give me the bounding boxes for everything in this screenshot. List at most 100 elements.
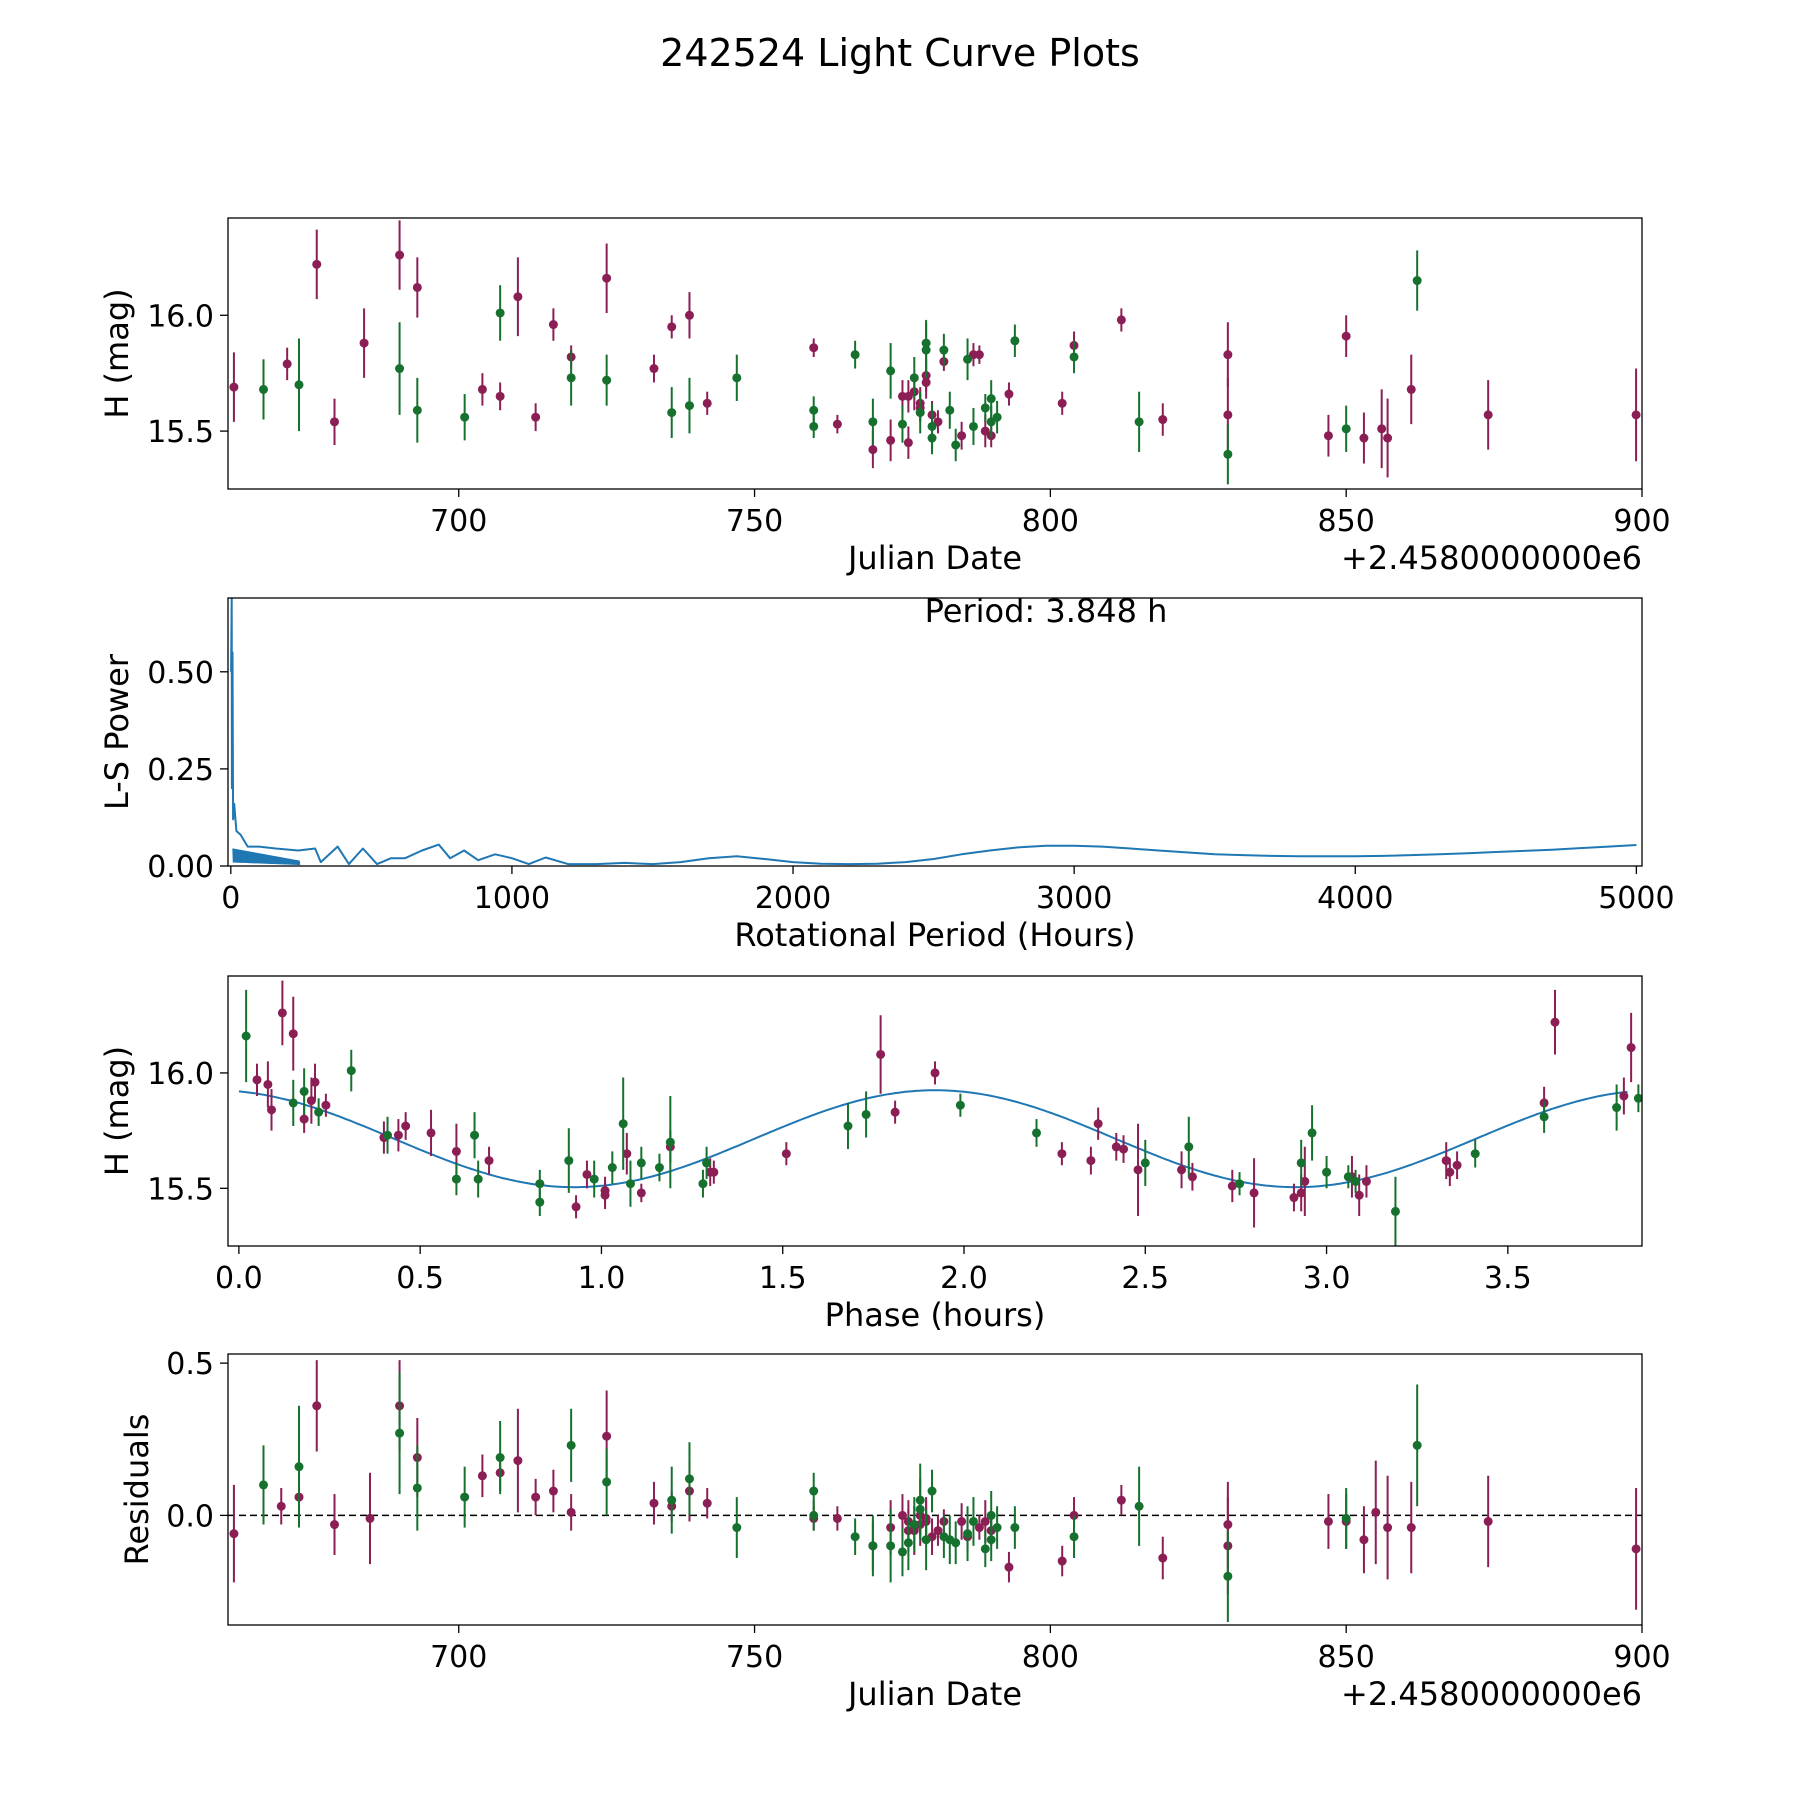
data-point <box>951 440 961 450</box>
x-tick-label: 3000 <box>1036 881 1112 916</box>
data-point <box>412 1483 422 1493</box>
data-point <box>535 1179 545 1189</box>
data-point <box>709 1167 719 1177</box>
data-point <box>395 364 405 374</box>
data-point <box>1177 1165 1187 1175</box>
data-point <box>702 398 712 408</box>
data-point <box>1134 417 1144 427</box>
data-point <box>1631 410 1641 420</box>
data-point <box>890 1107 900 1117</box>
data-point <box>832 1513 842 1523</box>
data-point <box>927 1486 937 1496</box>
data-point <box>897 419 907 429</box>
data-point <box>1119 1144 1129 1154</box>
data-point <box>258 384 268 394</box>
data-point <box>1004 389 1014 399</box>
data-point <box>535 1197 545 1207</box>
y-axis-label: Residuals <box>118 1414 156 1566</box>
data-point <box>277 1008 287 1018</box>
data-point <box>886 1541 896 1551</box>
data-point <box>312 259 322 269</box>
data-point <box>607 1163 617 1173</box>
data-point <box>886 366 896 376</box>
data-point <box>684 1474 694 1484</box>
plot-area-phase <box>238 980 1642 1246</box>
data-point <box>850 1532 860 1542</box>
x-tick-label: 2.0 <box>940 1261 988 1296</box>
data-point <box>1359 1535 1369 1545</box>
x-axis-label: Phase (hours) <box>825 1296 1046 1334</box>
data-point <box>1341 1513 1351 1523</box>
data-point <box>1184 1142 1194 1152</box>
data-point <box>1550 1017 1560 1027</box>
x-tick-label: 3.0 <box>1303 1261 1351 1296</box>
data-point <box>299 1086 309 1096</box>
data-point <box>1057 398 1067 408</box>
data-point <box>921 377 931 387</box>
data-point <box>1390 1206 1400 1216</box>
data-point <box>495 308 505 318</box>
data-point <box>329 417 339 427</box>
data-point <box>473 1174 483 1184</box>
data-point <box>876 1049 886 1059</box>
data-point <box>649 364 659 374</box>
data-point <box>1140 1158 1150 1168</box>
data-point <box>927 433 937 443</box>
data-point <box>1359 433 1369 443</box>
data-point <box>809 421 819 431</box>
series-magenta <box>229 1360 1641 1610</box>
data-point <box>282 359 292 369</box>
data-point <box>288 1029 298 1039</box>
data-point <box>809 1510 819 1520</box>
data-point <box>1307 1128 1317 1138</box>
x-tick-label: 700 <box>430 504 487 539</box>
data-point <box>602 1477 612 1487</box>
data-point <box>1249 1188 1259 1198</box>
data-point <box>909 373 919 383</box>
data-point <box>667 408 677 418</box>
data-point <box>1010 336 1020 346</box>
data-point <box>252 1075 262 1085</box>
x-tick-label: 0.0 <box>215 1261 263 1296</box>
data-point <box>229 1529 239 1539</box>
x-tick-label: 800 <box>1022 504 1079 539</box>
data-point <box>1296 1188 1306 1198</box>
x-tick-label: 850 <box>1318 1640 1375 1675</box>
data-point <box>992 412 1002 422</box>
periodogram-line <box>230 598 1637 866</box>
data-point <box>667 322 677 332</box>
x-tick-label: 700 <box>430 1640 487 1675</box>
data-point <box>1406 384 1416 394</box>
x-tick-label: 750 <box>726 504 783 539</box>
x-tick-label: 5000 <box>1598 881 1674 916</box>
data-point <box>412 405 422 415</box>
x-tick-label: 2.5 <box>1121 1261 1169 1296</box>
y-axis-label: H (mag) <box>98 288 136 418</box>
data-point <box>299 1114 309 1124</box>
data-point <box>843 1121 853 1131</box>
period-annotation: Period: 3.848 h <box>925 592 1168 630</box>
x-offset-text: +2.4580000000e6 <box>1341 1675 1642 1713</box>
panel-resid: 700 750 800 850 900 0.0 0.5 Julian Date Residual… <box>118 1347 1671 1713</box>
data-point <box>1483 1516 1493 1526</box>
data-point <box>484 1156 494 1166</box>
data-point <box>602 375 612 385</box>
data-point <box>329 1520 339 1530</box>
x-axis-label: Julian Date <box>846 539 1022 577</box>
data-point <box>980 1544 990 1554</box>
data-point <box>930 1068 940 1078</box>
data-point <box>809 405 819 415</box>
data-point <box>850 350 860 360</box>
x-tick-label: 3.5 <box>1484 1261 1532 1296</box>
series-green <box>241 989 1642 1246</box>
data-point <box>1383 433 1393 443</box>
data-point <box>294 1462 304 1472</box>
data-point <box>1223 350 1233 360</box>
data-point <box>1361 1176 1371 1186</box>
x-tick-label: 850 <box>1318 504 1375 539</box>
data-point <box>531 1492 541 1502</box>
data-point <box>684 401 694 411</box>
data-point <box>1289 1193 1299 1203</box>
data-point <box>1069 352 1079 362</box>
data-point <box>980 1516 990 1526</box>
